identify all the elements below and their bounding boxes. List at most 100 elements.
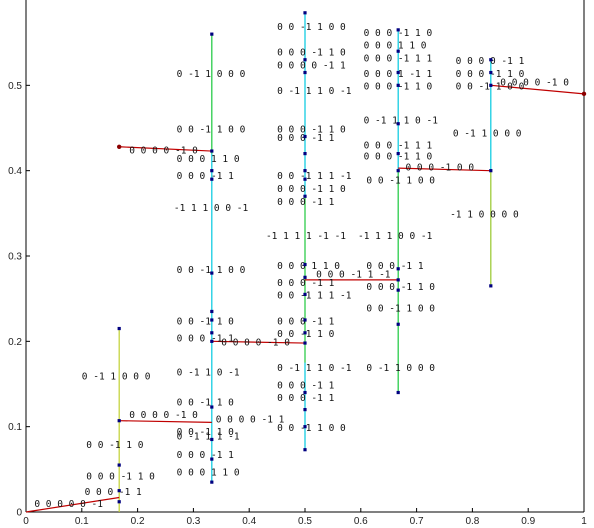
marker-point (396, 322, 400, 326)
vector-annotation: 0 0 0 -1 1 0 (277, 184, 346, 195)
vector-annotation: -1 1 1 0 0 -1 (174, 203, 249, 214)
chart-annotations: 0 0 0 0 0 -1 0 0 0 -1 1 0 0 0 -1 1 0 0 0 -1… (34, 22, 569, 510)
x-tick-label: 0.8 (465, 516, 479, 527)
vector-annotation: 0 0 0 0 0 -1 (34, 499, 103, 510)
vector-annotation: 0 0 -1 1 0 0 (366, 303, 435, 314)
vector-annotation: 0 0 -1 1 0 (86, 440, 143, 451)
marker-point (489, 58, 493, 62)
vector-annotation: 0 0 0 -1 1 (277, 278, 334, 289)
x-tick-label: 0.5 (298, 516, 312, 527)
horizontal-segment (398, 167, 491, 172)
y-tick-label: 0 (16, 508, 22, 519)
y-tick-label: 0.5 (8, 81, 22, 92)
marker-point (210, 271, 214, 275)
vector-annotation: 0 0 0 -1 1 (277, 316, 334, 327)
marker-point (117, 463, 121, 467)
marker-point (396, 83, 400, 87)
vector-annotation: 0 0 -1 1 0 (177, 427, 234, 438)
vector-annotation: 0 0 -1 1 0 0 (177, 124, 246, 135)
vector-annotation: 0 0 -1 1 0 (177, 397, 234, 408)
marker-point (303, 390, 307, 395)
marker-point (210, 457, 214, 461)
vector-annotation: -1 1 1 1 -1 -1 (266, 231, 346, 242)
vector-annotation: 0 0 0 0 -1 1 (456, 56, 525, 67)
x-tick-label: 0.6 (354, 516, 368, 527)
marker-point (396, 278, 400, 282)
vector-annotation: 0 0 0 -1 0 0 (405, 163, 474, 174)
vector-annotation: 0 0 0 -1 1 0 (366, 282, 435, 293)
marker-point (489, 284, 493, 288)
vector-annotation: 0 0 0 0 -1 0 (500, 77, 569, 88)
marker-point (303, 262, 307, 267)
vector-annotation: 0 -1 1 0 0 0 (82, 372, 151, 383)
marker-point (303, 318, 307, 322)
marker-point (396, 70, 400, 75)
marker-point (210, 405, 214, 409)
vector-annotation: 0 0 0 1 1 0 (277, 261, 340, 272)
marker-point (303, 169, 307, 173)
vector-annotation: 0 -1 1 0 0 0 (453, 129, 522, 140)
marker-point (396, 122, 400, 126)
marker-point (210, 149, 214, 153)
marker-point (396, 267, 400, 271)
marker-point (489, 169, 493, 173)
vector-annotation: 0 -1 1 1 0 -1 (364, 116, 439, 127)
y-tick-label: 0.2 (8, 337, 22, 348)
marker-point (303, 408, 307, 412)
marker-point (117, 500, 121, 504)
vector-annotation: 0 0 0 1 -1 1 (364, 69, 433, 80)
marker-point (210, 177, 214, 181)
vector-annotation: 0 0 -1 1 0 0 (277, 22, 346, 33)
vector-annotation: 0 0 0 0 -1 0 (129, 410, 198, 421)
marker-point (303, 58, 307, 62)
vector-annotation: 0 0 -1 1 0 (277, 329, 334, 340)
vector-annotation: 0 0 0 -1 1 (177, 171, 234, 182)
vector-annotation: 0 -1 1 1 0 -1 (277, 363, 352, 374)
vector-annotation: 0 0 0 0 -1 0 (129, 146, 198, 157)
vector-annotation: 0 0 0 -1 1 0 (364, 28, 433, 39)
marker-point (210, 169, 214, 173)
vector-annotation: 0 0 0 -1 1 (277, 380, 334, 391)
marker-point (303, 292, 307, 296)
marker-point (210, 309, 214, 314)
marker-point (396, 169, 400, 173)
marker-point (303, 11, 307, 15)
marker-point (117, 419, 121, 423)
y-tick-label: 0.3 (8, 252, 22, 263)
x-tick-label: 0.2 (131, 516, 145, 527)
vector-annotation: 0 -1 1 0 0 0 (366, 363, 435, 374)
marker-point (303, 177, 307, 181)
marker-point (210, 32, 214, 36)
marker-point (396, 49, 400, 53)
vector-annotation: 0 0 0 -1 1 (277, 197, 334, 208)
marker-point (489, 83, 493, 87)
vector-annotation: 0 -1 1 0 -1 (177, 367, 240, 378)
x-tick-label: 0.1 (75, 516, 89, 527)
marker-point (396, 152, 400, 156)
vector-annotation: 0 0 0 -1 1 (277, 133, 334, 144)
vector-annotation: -1 1 0 0 0 0 (450, 210, 519, 221)
chart-segments (25, 12, 585, 513)
marker-point (303, 331, 307, 335)
vector-annotation: 0 0 0 1 1 0 (177, 154, 240, 165)
vector-annotation: 0 0 -1 1 0 0 (277, 423, 346, 434)
x-tick-label: 0.7 (410, 516, 424, 527)
vector-annotation: 0 0 0 1 1 0 (364, 41, 427, 52)
chart-axes: 0 0.1 0.2 0.3 0.4 0.5 0.6 0.7 0.8 0.9 1 0 0.1 0.2 0.3 0… (8, 0, 587, 527)
vector-annotation: 0 0 0 -1 1 0 (364, 152, 433, 163)
vector-annotation: 0 -1 1 1 -1 (177, 431, 240, 442)
horizontal-segment (119, 420, 212, 423)
vector-annotation: 0 0 -1 1 1 -1 (277, 291, 352, 302)
vector-annotation: 0 0 -1 1 0 0 (366, 175, 435, 186)
vector-annotation: 0 0 0 -1 1 0 (456, 69, 525, 80)
end-point (116, 144, 122, 149)
marker-point (303, 194, 307, 198)
marker-point (210, 480, 214, 484)
vector-annotation: 0 0 0 -1 1 (177, 450, 234, 461)
vector-annotation: 0 -1 1 0 0 0 (177, 69, 246, 80)
vector-annotation: 0 0 0 -1 1 (277, 393, 334, 404)
vector-annotation: 0 0 0 -1 1 (177, 333, 234, 344)
end-point (581, 91, 587, 97)
